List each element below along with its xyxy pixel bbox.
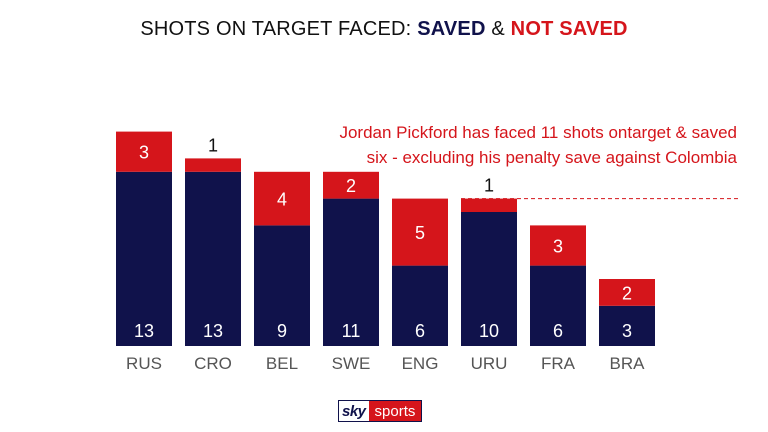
bar-not-saved-bel bbox=[254, 171, 310, 226]
label-saved-bra: 3 bbox=[622, 321, 632, 341]
bar-saved-bel bbox=[254, 225, 310, 346]
sky-sports-logo: sky sports bbox=[338, 400, 423, 422]
tick-label-swe: SWE bbox=[332, 354, 371, 373]
tick-label-rus: RUS bbox=[126, 354, 162, 373]
tick-label-uru: URU bbox=[471, 354, 508, 373]
label-saved-swe: 11 bbox=[342, 321, 361, 341]
title-prefix: SHOTS ON TARGET FACED: bbox=[140, 18, 418, 40]
bar-saved-fra bbox=[530, 265, 586, 346]
label-saved-cro: 13 bbox=[203, 321, 223, 341]
bar-not-saved-swe bbox=[323, 171, 379, 199]
chart-title: SHOTS ON TARGET FACED: SAVED & NOT SAVED bbox=[0, 18, 768, 41]
pickford-annotation: Jordan Pickford has faced 11 shots ontar… bbox=[297, 120, 737, 170]
label-saved-eng: 6 bbox=[415, 321, 425, 341]
label-not-saved-uru: 1 bbox=[484, 176, 494, 196]
label-not-saved-eng: 5 bbox=[415, 223, 425, 243]
label-not-saved-bra: 2 bbox=[622, 283, 632, 303]
tick-label-fra: FRA bbox=[541, 354, 576, 373]
label-not-saved-bel: 4 bbox=[277, 190, 287, 210]
tick-label-eng: ENG bbox=[402, 354, 439, 373]
label-saved-fra: 6 bbox=[553, 321, 563, 341]
title-not-saved: NOT SAVED bbox=[510, 18, 628, 40]
bar-saved-cro bbox=[185, 171, 241, 346]
bar-saved-rus bbox=[116, 171, 172, 346]
bar-not-saved-eng bbox=[392, 198, 448, 266]
tick-label-bel: BEL bbox=[266, 354, 298, 373]
label-not-saved-rus: 3 bbox=[139, 143, 149, 163]
logo-sky: sky bbox=[339, 401, 369, 421]
bar-not-saved-rus bbox=[116, 131, 172, 172]
bar-not-saved-cro bbox=[185, 158, 241, 172]
annotation-line-2: six - excluding his penalty save against… bbox=[366, 148, 737, 167]
bar-saved-bra bbox=[599, 305, 655, 346]
bar-not-saved-bra bbox=[599, 279, 655, 306]
bar-not-saved-uru bbox=[461, 198, 517, 212]
title-saved: SAVED bbox=[417, 18, 486, 40]
label-not-saved-swe: 2 bbox=[346, 176, 356, 196]
tick-label-bra: BRA bbox=[610, 354, 646, 373]
label-saved-rus: 13 bbox=[134, 321, 154, 341]
bar-saved-eng bbox=[392, 265, 448, 346]
bar-saved-swe bbox=[323, 198, 379, 346]
annotation-line-1: Jordan Pickford has faced 11 shots ontar… bbox=[339, 123, 737, 142]
label-not-saved-fra: 3 bbox=[553, 237, 563, 257]
label-saved-bel: 9 bbox=[277, 321, 287, 341]
label-not-saved-cro: 1 bbox=[208, 135, 218, 155]
bar-not-saved-fra bbox=[530, 225, 586, 266]
label-saved-uru: 10 bbox=[479, 321, 499, 341]
logo-sports: sports bbox=[368, 401, 422, 421]
title-amp: & bbox=[485, 18, 511, 40]
bar-saved-uru bbox=[461, 212, 517, 346]
tick-label-cro: CRO bbox=[194, 354, 232, 373]
